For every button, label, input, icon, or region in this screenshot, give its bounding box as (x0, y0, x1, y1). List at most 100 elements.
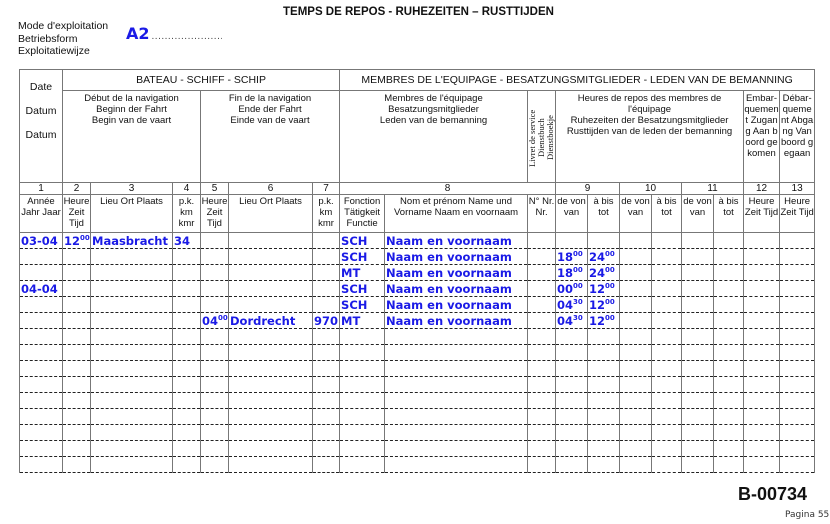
table-cell[interactable] (779, 360, 816, 377)
table-cell[interactable]: 1200 (62, 232, 91, 249)
table-cell[interactable] (527, 312, 557, 329)
table-cell[interactable] (555, 360, 589, 377)
table-cell[interactable] (713, 360, 745, 377)
table-cell[interactable] (619, 264, 653, 281)
table-cell[interactable] (651, 296, 683, 313)
table-cell[interactable] (743, 456, 781, 473)
table-cell[interactable] (62, 392, 91, 409)
table-cell[interactable] (228, 232, 313, 249)
table-cell[interactable] (681, 248, 715, 265)
table-cell[interactable] (62, 376, 91, 393)
table-cell[interactable] (62, 312, 91, 329)
table-cell[interactable] (651, 248, 683, 265)
table-cell[interactable] (587, 376, 621, 393)
table-cell[interactable] (384, 360, 529, 377)
table-cell[interactable] (228, 408, 313, 425)
table-cell[interactable]: MT (339, 312, 386, 329)
table-cell[interactable] (527, 440, 557, 457)
table-cell[interactable] (779, 456, 816, 473)
table-cell[interactable] (172, 280, 201, 297)
table-cell[interactable] (681, 344, 715, 361)
table-cell[interactable] (587, 328, 621, 345)
table-cell[interactable] (339, 456, 386, 473)
table-cell[interactable] (681, 328, 715, 345)
table-cell[interactable] (228, 264, 313, 281)
table-cell[interactable] (228, 360, 313, 377)
table-cell[interactable] (527, 232, 557, 249)
table-cell[interactable] (681, 392, 715, 409)
table-cell[interactable] (713, 456, 745, 473)
table-cell[interactable]: 1200 (587, 312, 621, 329)
table-cell[interactable] (228, 280, 313, 297)
table-cell[interactable] (619, 456, 653, 473)
table-cell[interactable]: Naam en voornaam (384, 248, 529, 265)
table-cell[interactable] (200, 280, 229, 297)
table-cell[interactable] (651, 440, 683, 457)
table-cell[interactable] (62, 344, 91, 361)
table-cell[interactable] (172, 440, 201, 457)
table-cell[interactable] (311, 424, 341, 441)
table-cell[interactable] (228, 296, 313, 313)
table-cell[interactable] (200, 360, 229, 377)
table-cell[interactable] (681, 280, 715, 297)
table-cell[interactable] (90, 440, 173, 457)
table-cell[interactable] (90, 312, 173, 329)
table-cell[interactable] (651, 360, 683, 377)
table-cell[interactable] (779, 408, 816, 425)
table-cell[interactable] (62, 328, 91, 345)
table-cell[interactable] (619, 296, 653, 313)
table-cell[interactable] (172, 424, 201, 441)
table-cell[interactable] (681, 312, 715, 329)
table-cell[interactable] (779, 344, 816, 361)
table-cell[interactable] (713, 328, 745, 345)
table-cell[interactable]: SCH (339, 296, 386, 313)
table-cell[interactable] (779, 248, 816, 265)
table-cell[interactable] (587, 424, 621, 441)
table-cell[interactable] (200, 376, 229, 393)
table-cell[interactable]: 1800 (555, 264, 589, 281)
table-cell[interactable] (555, 328, 589, 345)
table-cell[interactable] (228, 328, 313, 345)
table-cell[interactable] (619, 408, 653, 425)
table-cell[interactable] (339, 440, 386, 457)
table-cell[interactable] (19, 440, 63, 457)
table-cell[interactable] (713, 376, 745, 393)
table-cell[interactable] (779, 392, 816, 409)
table-cell[interactable] (681, 264, 715, 281)
table-cell[interactable] (743, 360, 781, 377)
table-cell[interactable] (339, 408, 386, 425)
table-cell[interactable] (19, 264, 63, 281)
table-cell[interactable] (619, 248, 653, 265)
table-cell[interactable] (90, 408, 173, 425)
table-cell[interactable] (651, 456, 683, 473)
table-cell[interactable] (90, 264, 173, 281)
table-cell[interactable]: Naam en voornaam (384, 232, 529, 249)
table-cell[interactable] (743, 408, 781, 425)
table-cell[interactable] (311, 456, 341, 473)
table-cell[interactable] (384, 424, 529, 441)
table-cell[interactable]: 0430 (555, 312, 589, 329)
table-cell[interactable] (681, 456, 715, 473)
table-cell[interactable] (619, 312, 653, 329)
table-cell[interactable] (19, 424, 63, 441)
table-cell[interactable] (19, 344, 63, 361)
table-cell[interactable] (743, 376, 781, 393)
table-cell[interactable] (311, 360, 341, 377)
table-cell[interactable] (587, 440, 621, 457)
table-cell[interactable] (172, 312, 201, 329)
table-cell[interactable] (90, 296, 173, 313)
table-cell[interactable] (527, 344, 557, 361)
table-cell[interactable] (90, 392, 173, 409)
table-cell[interactable] (555, 376, 589, 393)
table-cell[interactable]: MT (339, 264, 386, 281)
table-cell[interactable] (228, 456, 313, 473)
table-cell[interactable] (200, 456, 229, 473)
table-cell[interactable] (713, 232, 745, 249)
table-cell[interactable] (384, 344, 529, 361)
table-cell[interactable] (681, 440, 715, 457)
table-cell[interactable] (62, 424, 91, 441)
table-cell[interactable] (19, 296, 63, 313)
table-cell[interactable]: SCH (339, 248, 386, 265)
table-cell[interactable] (339, 424, 386, 441)
table-cell[interactable] (619, 280, 653, 297)
